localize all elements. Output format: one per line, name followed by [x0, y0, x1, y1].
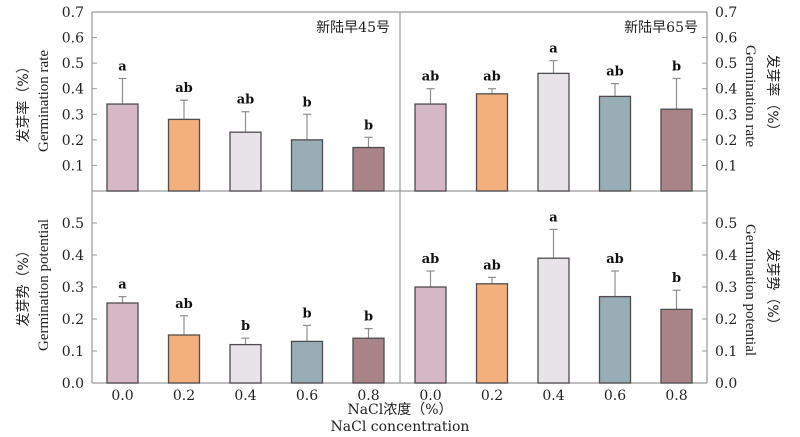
y-axis-title-en-bottom-right: Germination potential: [742, 224, 758, 356]
y-tick-label-left: 0.3: [62, 107, 84, 123]
y-tick-label-right: 0.4: [715, 82, 737, 98]
significance-label: ab: [483, 258, 501, 273]
x-tick-label: 0.6: [296, 388, 318, 404]
bar: [414, 103, 447, 192]
y-tick-label-right: 0.3: [715, 107, 737, 123]
x-axis-title-cn: NaCl浓度（%）: [347, 402, 452, 418]
bar: [537, 257, 570, 384]
y-tick-label-left: 0.5: [62, 216, 84, 232]
bar: [598, 95, 632, 192]
significance-label: ab: [175, 81, 193, 96]
bar: [660, 108, 693, 192]
panel-title-left: 新陆早45号: [316, 20, 390, 36]
bar: [352, 146, 385, 192]
x-tick-label: 0.8: [665, 388, 687, 404]
y-tick-label-right: 0.1: [715, 344, 737, 360]
y-axis-title-en-top-right: Germination rate: [742, 45, 758, 147]
bar: [414, 286, 447, 384]
bar: [537, 72, 570, 192]
y-tick-label-right: 0.5: [715, 216, 737, 232]
significance-label: a: [118, 59, 127, 74]
y-tick-label-left: 0.5: [62, 56, 84, 72]
y-tick-label-left: 0.0: [62, 376, 84, 392]
significance-label: ab: [606, 65, 624, 80]
y-tick-label-left: 0.4: [62, 248, 84, 264]
bar: [290, 340, 324, 384]
y-axis-title-cn-bottom-right: 发芽势（%）: [764, 248, 780, 331]
x-tick-label: 0.4: [542, 388, 564, 404]
significance-label: b: [672, 59, 681, 74]
y-tick-label-right: 0.4: [715, 248, 737, 264]
significance-label: b: [364, 118, 373, 133]
significance-label: a: [549, 210, 558, 225]
significance-label: b: [241, 319, 250, 334]
x-tick-label: 0.8: [357, 388, 379, 404]
panel-title-right: 新陆早65号: [624, 20, 698, 36]
bar: [229, 343, 262, 384]
y-axis-title-cn-bottom-left: 发芽势（%）: [16, 243, 32, 326]
significance-label: b: [302, 95, 311, 110]
significance-label: ab: [175, 297, 193, 312]
significance-label: b: [672, 271, 681, 286]
y-tick-label-left: 0.3: [62, 280, 84, 296]
y-tick-label-left: 0.1: [62, 344, 84, 360]
y-tick-label-left: 0.6: [62, 31, 84, 47]
y-axis-title-cn-top-left: 发芽率（%）: [15, 59, 32, 142]
y-axis-title-en-bottom-left: Germination potential: [36, 219, 52, 351]
significance-label: b: [364, 310, 373, 325]
bar: [167, 334, 201, 384]
y-tick-label-right: 0.1: [715, 158, 737, 174]
x-axis-title-en: NaCl concentration: [331, 419, 470, 435]
bar: [106, 302, 139, 384]
bar: [167, 118, 201, 192]
axes: 0.1 0.1 0.2 0.2 0.3 0.3 0.4 0.4 0.5 0.5 0.6 0.6 0.7 0…: [62, 5, 738, 404]
x-tick-label: 0.2: [173, 388, 195, 404]
y-tick-label-right: 0.2: [715, 312, 737, 328]
x-tick-label: 0.6: [604, 388, 626, 404]
significance-label: ab: [237, 93, 255, 108]
x-tick-label: 0.0: [111, 388, 133, 404]
bar: [475, 283, 509, 384]
significance-label: a: [549, 42, 558, 57]
bar: [475, 93, 509, 192]
significance-label: ab: [606, 252, 624, 267]
x-tick-label: 0.4: [234, 388, 256, 404]
significance-label: a: [118, 278, 127, 293]
y-tick-label-right: 0.0: [715, 376, 737, 392]
bar: [598, 295, 632, 384]
x-tick-label: 0.0: [419, 388, 441, 404]
significance-label: ab: [483, 70, 501, 85]
significance-label: ab: [422, 70, 440, 85]
bar: [660, 308, 693, 384]
bar: [352, 337, 385, 384]
y-tick-label-right: 0.6: [715, 31, 737, 47]
significance-label: ab: [422, 252, 440, 267]
y-axis-title-cn-top-right: 发芽率（%）: [764, 54, 781, 137]
y-tick-label-left: 0.4: [62, 82, 84, 98]
y-tick-label-right: 0.5: [715, 56, 737, 72]
significance-label: b: [302, 306, 311, 321]
bar: [290, 139, 324, 192]
y-tick-label-left: 0.2: [62, 312, 84, 328]
labels: a ab ab b b ab ab a ab b a ab b b b ab ab a ab b: [118, 42, 681, 335]
y-tick-label-left: 0.7: [62, 5, 84, 21]
bars: [106, 59, 693, 384]
bar: [229, 131, 262, 192]
y-tick-label-left: 0.2: [62, 133, 84, 149]
y-tick-label-right: 0.2: [715, 133, 737, 149]
x-tick-label: 0.2: [481, 388, 503, 404]
bar: [106, 103, 139, 192]
y-axis-title-en-top-left: Germination rate: [36, 50, 52, 152]
y-tick-label-right: 0.3: [715, 280, 737, 296]
y-tick-label-right: 0.7: [715, 5, 737, 21]
y-tick-label-left: 0.1: [62, 158, 84, 174]
